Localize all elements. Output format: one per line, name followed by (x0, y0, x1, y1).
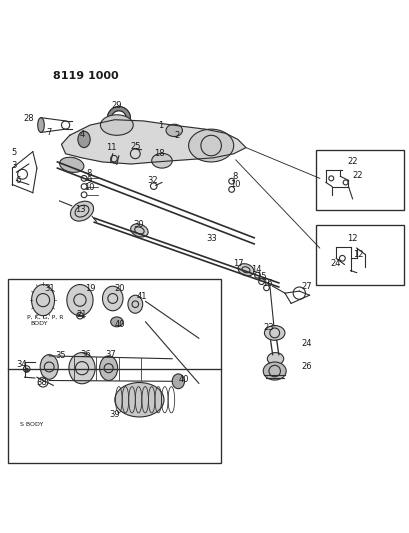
Bar (315, 150, 403, 210)
Ellipse shape (188, 129, 233, 162)
Text: 2: 2 (174, 131, 179, 140)
Ellipse shape (151, 154, 172, 168)
Text: 8: 8 (232, 172, 238, 181)
Text: 37: 37 (105, 350, 116, 359)
Text: 32: 32 (147, 176, 157, 185)
Text: 8: 8 (86, 168, 92, 177)
Ellipse shape (70, 201, 93, 221)
Text: 31: 31 (44, 284, 54, 293)
Text: 18: 18 (154, 149, 165, 158)
Ellipse shape (31, 285, 54, 316)
Text: 28: 28 (23, 114, 34, 123)
Ellipse shape (100, 115, 133, 135)
Text: 19: 19 (85, 284, 95, 293)
Ellipse shape (99, 356, 117, 381)
Text: 4: 4 (79, 130, 84, 139)
Ellipse shape (128, 295, 142, 313)
Ellipse shape (69, 353, 95, 384)
Text: 9: 9 (87, 176, 92, 185)
Text: 10: 10 (229, 180, 240, 189)
Polygon shape (61, 120, 245, 164)
Text: 35: 35 (55, 351, 65, 360)
Text: 21: 21 (76, 310, 87, 319)
Text: 36: 36 (81, 350, 91, 359)
Ellipse shape (78, 131, 90, 148)
Text: 40: 40 (114, 320, 125, 329)
Ellipse shape (38, 118, 44, 132)
Ellipse shape (40, 354, 58, 379)
Ellipse shape (59, 157, 84, 172)
Ellipse shape (67, 285, 93, 316)
Bar (8, 279, 221, 463)
Ellipse shape (115, 383, 164, 417)
Ellipse shape (263, 362, 285, 380)
Text: 34: 34 (16, 360, 27, 369)
Text: 38: 38 (36, 377, 47, 386)
Ellipse shape (102, 286, 123, 311)
Ellipse shape (172, 374, 184, 389)
Text: 17: 17 (233, 259, 243, 268)
Text: 22: 22 (351, 171, 362, 180)
Text: 14: 14 (250, 265, 261, 274)
Text: 24: 24 (329, 259, 340, 268)
Text: S BODY: S BODY (20, 422, 43, 427)
Text: 25: 25 (130, 142, 141, 151)
Text: 5: 5 (11, 148, 16, 157)
Text: 6: 6 (15, 176, 20, 185)
Text: 3: 3 (11, 161, 16, 170)
Ellipse shape (267, 353, 283, 365)
Text: 7: 7 (46, 127, 52, 136)
Text: 29: 29 (111, 101, 122, 110)
Ellipse shape (130, 224, 148, 237)
Text: 30: 30 (133, 220, 143, 229)
Bar (315, 225, 403, 285)
Text: 1: 1 (158, 122, 163, 131)
Text: 39: 39 (109, 410, 120, 419)
Text: 20: 20 (114, 284, 125, 293)
Ellipse shape (264, 326, 284, 340)
Ellipse shape (110, 317, 123, 327)
Text: 11: 11 (106, 143, 117, 152)
Wedge shape (107, 107, 130, 130)
Text: 27: 27 (301, 281, 311, 290)
Text: 23: 23 (263, 322, 273, 332)
Text: 10: 10 (84, 183, 94, 192)
Text: 15: 15 (255, 272, 266, 281)
Text: P, K, G, P, R: P, K, G, P, R (27, 315, 63, 320)
Text: 41: 41 (137, 292, 147, 301)
Circle shape (25, 368, 28, 372)
Text: 26: 26 (301, 362, 311, 372)
Text: 24: 24 (301, 339, 311, 348)
Text: 40: 40 (178, 375, 189, 384)
Text: 13: 13 (74, 205, 85, 214)
Text: 12: 12 (353, 249, 363, 259)
Ellipse shape (238, 264, 253, 276)
Text: 16: 16 (261, 279, 272, 288)
Ellipse shape (166, 124, 182, 136)
Text: 8119 1000: 8119 1000 (53, 71, 119, 81)
Text: 12: 12 (346, 234, 357, 243)
Text: BODY: BODY (31, 320, 48, 326)
Text: 22: 22 (346, 157, 357, 166)
Text: 33: 33 (206, 234, 217, 243)
